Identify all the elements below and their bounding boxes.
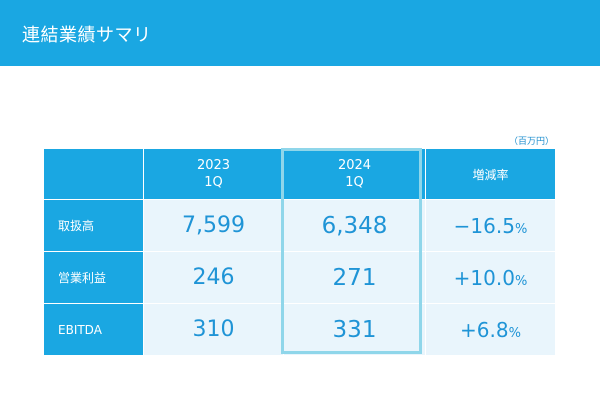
percent-sign: % <box>514 273 528 289</box>
change-cell: −16.5% <box>425 199 556 252</box>
change-value: +10.0 <box>453 265 515 290</box>
column-header-2024: 2024 1Q <box>283 148 426 200</box>
value-2024: 271 <box>283 251 426 304</box>
change-value: +6.8 <box>460 317 509 342</box>
value-2024: 331 <box>283 303 426 356</box>
change-cell: +10.0% <box>425 251 556 304</box>
column-header-change: 増減率 <box>425 148 556 200</box>
change-value: −16.5 <box>453 213 515 238</box>
column-year: 2023 <box>196 158 231 173</box>
page-title: 連結業績サマリ <box>22 25 152 46</box>
percent-sign: % <box>508 325 521 341</box>
value-2023: 310 <box>143 303 284 356</box>
title-banner: 連結業績サマリ <box>0 0 600 66</box>
value-2024: 6,348 <box>283 199 426 252</box>
row-label: 営業利益 <box>43 251 144 304</box>
column-quarter: 1Q <box>345 175 364 190</box>
column-header-2023: 2023 1Q <box>143 148 284 200</box>
results-table: 2023 1Q 2024 1Q 増減率 取扱高 7,599 6,348 −16.… <box>43 148 556 356</box>
change-cell: +6.8% <box>425 303 556 356</box>
percent-sign: % <box>514 221 528 237</box>
table-row: 取扱高 7,599 6,348 −16.5% <box>43 199 556 252</box>
table-row: EBITDA 310 331 +6.8% <box>43 303 556 356</box>
corner-cell <box>43 148 144 200</box>
unit-note: （百万円） <box>508 137 554 147</box>
value-2023: 7,599 <box>143 199 284 252</box>
column-year: 2024 <box>337 158 372 173</box>
table-row: 営業利益 246 271 +10.0% <box>43 251 556 304</box>
row-label: 取扱高 <box>43 199 144 252</box>
header-row: 2023 1Q 2024 1Q 増減率 <box>43 148 556 200</box>
row-label: EBITDA <box>43 303 144 356</box>
column-quarter: 1Q <box>204 175 223 190</box>
value-2023: 246 <box>143 251 284 304</box>
